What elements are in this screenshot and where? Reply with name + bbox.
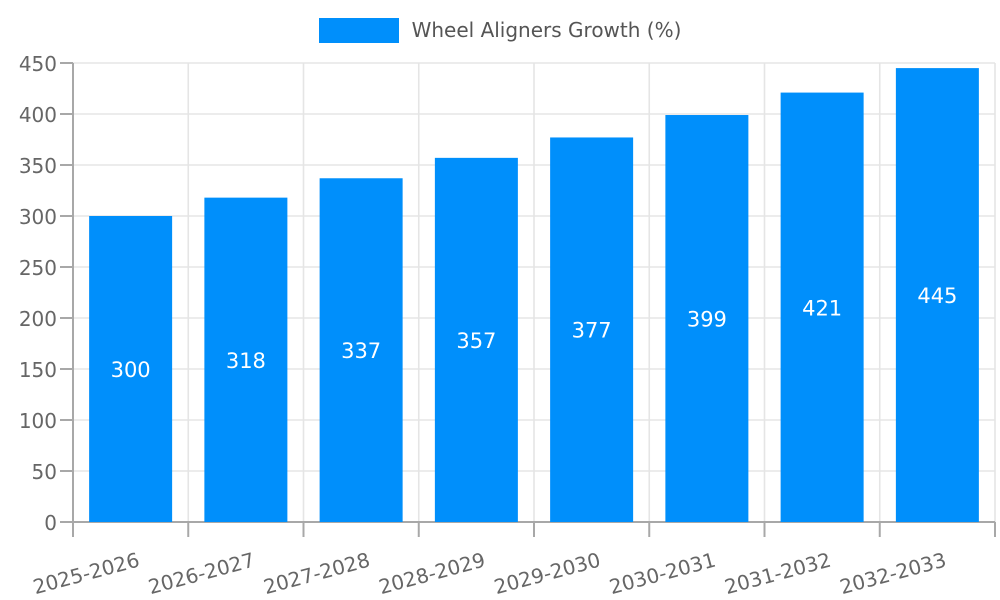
- legend-label: Wheel Aligners Growth (%): [411, 18, 682, 42]
- y-tick-label: 200: [19, 307, 57, 331]
- x-category-label: 2026-2027: [146, 548, 258, 599]
- y-tick-label: 0: [44, 511, 57, 535]
- bar: [434, 157, 518, 523]
- bar-value-label: 318: [226, 349, 266, 373]
- y-tick-label: 400: [19, 103, 57, 127]
- x-category-label: 2032-2033: [837, 548, 949, 599]
- y-tick-label: 50: [32, 460, 57, 484]
- bar: [665, 115, 749, 523]
- x-category-label: 2030-2031: [607, 548, 719, 599]
- bar-value-label: 421: [802, 296, 842, 320]
- x-category-label: 2028-2029: [376, 548, 488, 599]
- legend-swatch: [318, 18, 399, 43]
- y-tick-label: 350: [19, 154, 57, 178]
- bar: [550, 137, 634, 522]
- y-tick-label: 150: [19, 358, 57, 382]
- bar: [204, 197, 288, 522]
- chart-legend: Wheel Aligners Growth (%): [0, 18, 1000, 43]
- x-category-label: 2029-2030: [491, 548, 603, 599]
- y-tick-label: 100: [19, 409, 57, 433]
- bar-value-label: 357: [456, 329, 496, 353]
- bar: [319, 178, 403, 522]
- bar-value-label: 300: [111, 358, 151, 382]
- bar: [89, 216, 173, 522]
- x-category-label: 2027-2028: [261, 548, 373, 599]
- bar-value-label: 337: [341, 339, 381, 363]
- bar-value-label: 377: [572, 319, 612, 343]
- y-tick-label: 250: [19, 256, 57, 280]
- y-tick-label: 450: [19, 52, 57, 76]
- x-category-label: 2025-2026: [30, 548, 142, 599]
- bar-value-label: 399: [687, 308, 727, 332]
- bar: [780, 92, 864, 522]
- y-tick-label: 300: [19, 205, 57, 229]
- x-category-label: 2031-2032: [722, 548, 834, 599]
- bar-value-label: 445: [917, 284, 957, 308]
- bar: [895, 68, 979, 522]
